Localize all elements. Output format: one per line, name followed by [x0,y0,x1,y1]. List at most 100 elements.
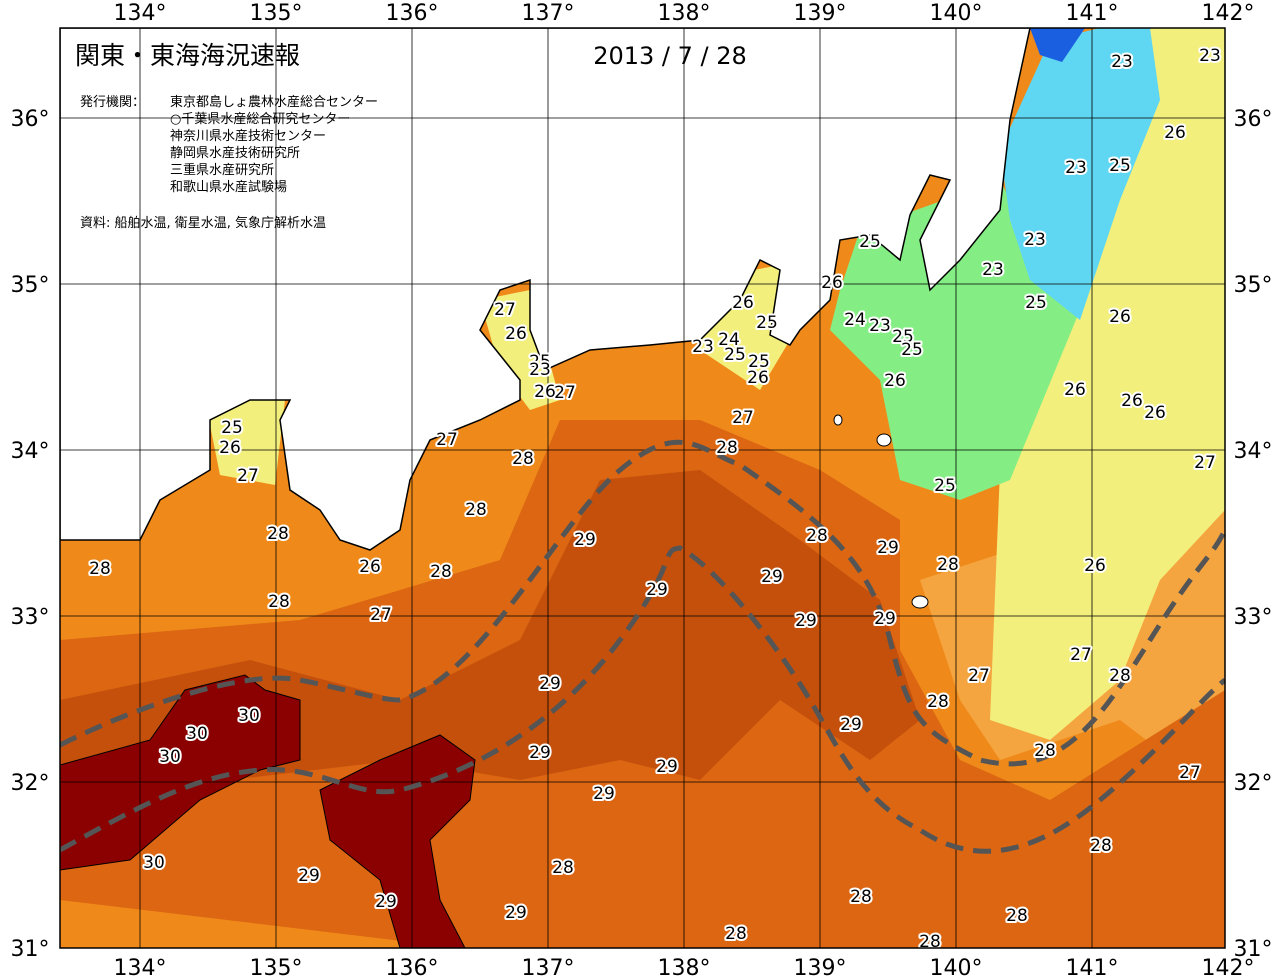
lon-label-bottom: 142° [1202,956,1255,980]
contour-label: 25 [529,352,551,372]
contour-label: 28 [919,932,941,952]
contour-label: 23 [869,316,891,336]
lat-label-left: 36° [11,107,50,132]
island [833,414,843,426]
lat-label-right: 32° [1234,771,1273,796]
source: 資料: 船舶水温, 衛星水温, 気象庁解析水温 [80,215,326,231]
graticule [60,28,1225,948]
contour-label: 28 [512,449,534,469]
contour-label: 26 [884,371,906,391]
lon-label-bottom: 139° [794,956,847,980]
contour-label: 29 [646,580,668,600]
contour-label: 26 [1064,380,1086,400]
contour-label: 26 [1144,403,1166,423]
contour-label: 26 [359,557,381,577]
contour-label: 25 [756,313,778,333]
sea-23 [1000,28,1160,320]
lon-label-top: 137° [522,1,575,26]
contour-label: 27 [494,300,516,320]
lat-label-left: 34° [11,439,50,464]
contour-label: 29 [539,674,561,694]
contour-label: 23 [529,360,551,380]
lon-label-top: 138° [658,1,711,26]
contour-label: 28 [716,438,738,458]
lat-label-right: 35° [1234,273,1273,298]
lon-label-top: 134° [114,1,167,26]
lon-label-bottom: 136° [386,956,439,980]
lat-label-left: 35° [11,273,50,298]
contour-label: 28 [465,500,487,520]
lat-label-right: 33° [1234,605,1273,630]
contour-label: 27 [436,430,458,450]
contour-label: 30 [159,747,181,767]
contour-label: 23 [692,337,714,357]
lon-label-bottom: 137° [522,956,575,980]
lon-label-top: 135° [250,1,303,26]
contour-label: 25 [724,345,746,365]
contour-label: 26 [1109,307,1131,327]
lat-label-right: 31° [1234,937,1273,962]
contour-label: 28 [1090,836,1112,856]
contour-label: 30 [238,706,260,726]
contour-label: 28 [937,555,959,575]
sea-25 [830,180,1080,500]
contour-label: 29 [874,609,896,629]
contour-label: 26 [534,382,556,402]
lon-label-bottom: 138° [658,956,711,980]
contour-label: 27 [370,605,392,625]
contour-label: 27 [968,666,990,686]
bay-water [205,400,285,485]
contour-label: 28 [267,524,289,544]
contour-label: 25 [859,232,881,252]
map-frame [59,27,1226,949]
contour-label: 25 [892,327,914,347]
contour-label: 23 [1024,230,1046,250]
contour-label: 28 [552,858,574,878]
contour-label: 26 [505,324,527,344]
issuer-list: 東京都島しょ農林水産総合センター○千葉県水産総合研究センター神奈川県水産技術セン… [170,94,378,195]
contour-label: 27 [237,466,259,486]
contour-label: 23 [982,260,1004,280]
contour-label: 25 [748,352,770,372]
lon-label-top: 142° [1202,1,1255,26]
contour-label: 27 [1070,645,1092,665]
lat-label-left: 31° [11,937,50,962]
lat-label-right: 34° [1234,439,1273,464]
contour-label: 26 [747,368,769,388]
contour-label: 29 [298,866,320,886]
contour-label: 25 [934,476,956,496]
contour-label: 28 [89,559,111,579]
lon-label-bottom: 135° [250,956,303,980]
contour-label: 29 [877,538,899,558]
contour-label: 28 [1109,666,1131,686]
contour-label: 30 [186,724,208,744]
contour-label: 27 [732,408,754,428]
contour-label: 28 [1006,906,1028,926]
contour-label: 26 [732,293,754,313]
contour-label: 26 [219,438,241,458]
lat-label-right: 36° [1234,107,1273,132]
contour-label: 27 [1179,763,1201,783]
contour-label: 28 [430,562,452,582]
contour-label: 23 [1065,158,1087,178]
contour-label: 27 [554,383,576,403]
issuer: 東京都島しょ農林水産総合センター [170,94,378,110]
issuer: 三重県水産研究所 [170,162,274,178]
contour-label: 25 [1025,293,1047,313]
map-title: 関東・東海海況速報 [75,41,300,70]
lon-label-top: 141° [1066,1,1119,26]
map-date: 2013 / 7 / 28 [593,42,747,70]
issuer: 和歌山県水産試験場 [170,179,287,195]
lon-label-top: 139° [794,1,847,26]
contour-label: 28 [725,924,747,944]
lat-label-left: 32° [11,771,50,796]
contour-label: 25 [221,418,243,438]
contour-label: 24 [718,330,740,350]
lon-label-top: 140° [930,1,983,26]
kuroshio-path [60,439,1225,767]
contour-label: 29 [593,784,615,804]
contour-label: 23 [1111,52,1133,72]
contour-label: 23 [1199,46,1221,66]
contour-label: 26 [1084,556,1106,576]
